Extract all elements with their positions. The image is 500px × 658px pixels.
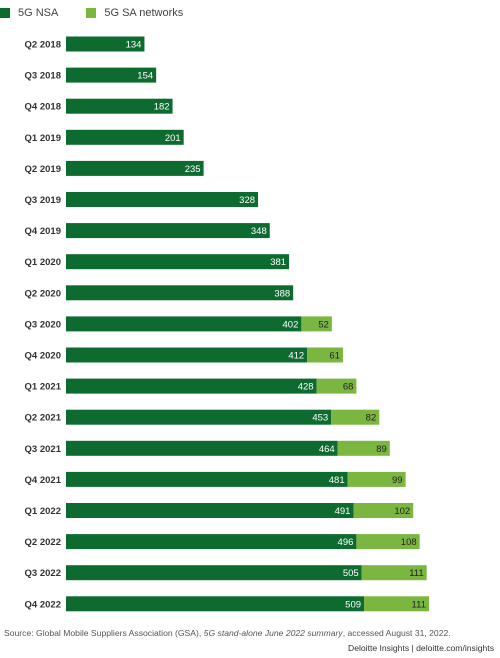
category-label-q2-2020: Q2 2020 [25, 288, 61, 299]
category-label-q1-2019: Q1 2019 [25, 133, 61, 144]
category-label-q1-2022: Q1 2022 [25, 506, 61, 517]
value-label-nsa-q4-2021: 481 [329, 475, 345, 486]
bar-nsa-q4-2018 [66, 98, 173, 114]
source-prefix: Source: Global Mobile Suppliers Associat… [4, 628, 204, 638]
legend-swatch-sa [86, 8, 97, 18]
bar-nsa-q2-2020 [66, 285, 294, 301]
value-label-sa-q3-2021: 89 [376, 444, 387, 455]
bar-nsa-q3-2020 [66, 316, 302, 332]
bar-sa-q3-2020 [301, 316, 332, 332]
value-label-nsa-q3-2022: 505 [343, 568, 359, 579]
legend-item-nsa: 5G NSA [0, 7, 58, 19]
category-label-q3-2018: Q3 2018 [25, 71, 61, 82]
bar-nsa-q3-2019 [66, 192, 259, 207]
bar-nsa-q3-2018 [66, 67, 157, 83]
value-label-nsa-q1-2021: 428 [298, 382, 314, 393]
source-title: 5G stand-alone June 2022 summary [203, 628, 343, 638]
value-label-sa-q3-2022: 111 [409, 568, 423, 579]
bar-sa-q2-2022 [356, 534, 420, 550]
bar-sa-q3-2022 [361, 565, 427, 581]
value-label-nsa-q1-2019: 201 [165, 133, 181, 144]
category-label-q3-2019: Q3 2019 [25, 195, 61, 206]
bar-nsa-q4-2022 [66, 596, 365, 612]
category-label-q4-2021: Q4 2021 [25, 475, 62, 486]
bar-sa-q1-2021 [316, 378, 357, 394]
value-label-sa-q1-2021: 68 [343, 382, 354, 393]
value-label-nsa-q2-2019: 235 [185, 164, 201, 175]
bar-sa-q1-2022 [353, 503, 414, 518]
bar-nsa-q2-2019 [66, 160, 204, 176]
value-label-sa-q2-2021: 82 [366, 413, 377, 424]
bar-nsa-q2-2018 [66, 36, 145, 52]
value-label-nsa-q3-2020: 402 [283, 319, 299, 330]
bar-nsa-q3-2022 [66, 565, 362, 581]
value-label-sa-q4-2020: 61 [329, 351, 340, 362]
value-label-sa-q4-2021: 99 [392, 475, 403, 486]
chart-legend: 5G NSA 5G SA networks [0, 5, 211, 21]
value-label-nsa-q1-2020: 381 [270, 257, 286, 268]
bar-nsa-q1-2022 [66, 503, 354, 518]
value-label-nsa-q4-2018: 182 [154, 102, 170, 113]
footer-credit: Deloitte Insights | deloitte.com/insight… [347, 643, 494, 653]
bar-nsa-q2-2022 [66, 534, 357, 550]
value-label-sa-q3-2020: 52 [318, 319, 329, 330]
value-label-nsa-q4-2022: 509 [345, 599, 361, 610]
bar-nsa-q4-2021 [66, 471, 348, 487]
legend-label-nsa: 5G NSA [18, 7, 59, 19]
bar-sa-q4-2021 [347, 471, 406, 487]
bar-sa-q2-2021 [331, 409, 380, 425]
value-label-nsa-q1-2022: 491 [335, 506, 351, 517]
bar-nsa-q1-2019 [66, 129, 184, 145]
category-label-q3-2020: Q3 2020 [25, 319, 61, 330]
category-label-q1-2021: Q1 2021 [25, 382, 62, 393]
category-label-q3-2022: Q3 2022 [25, 568, 61, 579]
bar-sa-q4-2022 [364, 596, 430, 612]
bar-nsa-q2-2021 [66, 409, 332, 425]
value-label-nsa-q2-2018: 134 [126, 40, 142, 51]
category-label-q4-2020: Q4 2020 [25, 351, 61, 362]
legend-swatch-nsa [0, 8, 10, 18]
value-label-nsa-q3-2021: 464 [319, 444, 335, 455]
value-label-nsa-q3-2019: 328 [239, 195, 255, 206]
category-label-q2-2022: Q2 2022 [25, 537, 61, 548]
bar-sa-q4-2020 [307, 347, 343, 363]
category-label-q1-2020: Q1 2020 [25, 257, 61, 268]
value-label-sa-q2-2022: 108 [401, 537, 417, 548]
category-label-q3-2021: Q3 2021 [25, 444, 62, 455]
value-label-nsa-q2-2021: 453 [312, 413, 328, 424]
source-suffix: , accessed August 31, 2022. [342, 628, 451, 638]
bar-nsa-q3-2021 [66, 440, 338, 456]
bar-nsa-q4-2019 [66, 223, 270, 239]
legend-label-sa: 5G SA networks [104, 7, 184, 19]
category-label-q4-2022: Q4 2022 [25, 599, 61, 610]
bar-chart: Q2 2018 134 Q3 2018 154 Q4 2018 182 Q1 2019 201… [25, 36, 430, 612]
category-label-q2-2019: Q2 2019 [25, 164, 61, 175]
value-label-nsa-q2-2020: 388 [274, 288, 290, 299]
bar-nsa-q1-2021 [66, 378, 317, 394]
value-label-nsa-q3-2018: 154 [137, 71, 153, 82]
bar-sa-q3-2021 [337, 440, 390, 456]
value-label-sa-q4-2022: 111 [412, 599, 426, 610]
source-note: Source: Global Mobile Suppliers Associat… [4, 628, 451, 638]
value-label-nsa-q2-2022: 496 [338, 537, 354, 548]
category-label-q4-2018: Q4 2018 [25, 102, 61, 113]
category-label-q2-2018: Q2 2018 [25, 40, 61, 51]
legend-item-sa: 5G SA networks [86, 7, 183, 19]
value-label-nsa-q4-2020: 412 [288, 351, 304, 362]
category-label-q2-2021: Q2 2021 [25, 413, 62, 424]
value-label-sa-q1-2022: 102 [394, 506, 410, 517]
bar-nsa-q4-2020 [66, 347, 308, 363]
category-label-q4-2019: Q4 2019 [25, 226, 61, 237]
bar-nsa-q1-2020 [66, 254, 290, 270]
value-label-nsa-q4-2019: 348 [251, 226, 267, 237]
